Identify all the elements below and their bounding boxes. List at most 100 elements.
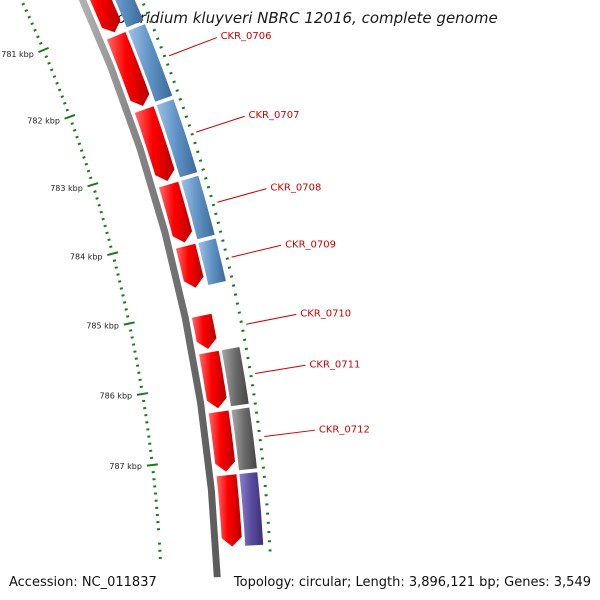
scale-minor-tick: [38, 41, 43, 45]
label-leader-line: [255, 364, 306, 375]
scale-label: 785 kbp: [86, 322, 119, 331]
scale-minor-tick: [117, 280, 122, 283]
scale-minor-tick: [112, 259, 117, 262]
outer-track-tick: [149, 20, 153, 24]
scale-minor-tick: [105, 231, 109, 235]
scale-major-tick: [146, 463, 158, 467]
outer-track-tick: [218, 230, 223, 234]
cog-bar-ckr_0713: [239, 472, 264, 546]
gene-label-ckr_0710: CKR_0710: [300, 309, 351, 320]
scale-minor-tick: [122, 301, 127, 304]
outer-track-tick: [214, 212, 218, 216]
scale-minor-tick: [72, 128, 77, 132]
outer-track-tick: [235, 302, 240, 305]
scale-label: 781 kbp: [1, 50, 34, 59]
scale-minor-tick: [101, 217, 105, 221]
scale-label: 786 kbp: [100, 392, 133, 401]
outer-track-tick: [206, 185, 211, 189]
scale-minor-tick: [49, 68, 54, 72]
gene-arrow-ckr_0713: [216, 474, 242, 547]
outer-track-tick: [169, 71, 173, 75]
outer-track-tick: [165, 63, 170, 67]
scale-minor-tick: [129, 329, 133, 332]
scale-minor-tick: [79, 149, 84, 153]
cog-bar-ckr_0708: [181, 175, 215, 240]
gene-arrow-ckr_0705: [90, 0, 121, 33]
scale-major-tick: [64, 113, 76, 120]
scale-minor-tick: [95, 197, 99, 200]
scale-label: 787 kbp: [109, 462, 142, 471]
scale-major-tick: [87, 182, 99, 188]
genome-stats-text: Topology: circular; Length: 3,896,121 bp…: [233, 575, 591, 590]
outer-track-tick: [223, 248, 227, 251]
outer-track-tick: [231, 284, 236, 287]
scale-minor-tick: [84, 162, 88, 166]
outer-track-tick: [155, 37, 160, 41]
scale-minor-tick: [130, 336, 134, 339]
outer-track-tick: [159, 45, 163, 49]
scale-minor-tick: [109, 245, 113, 249]
outer-track-tick: [244, 347, 248, 351]
gene-label-ckr_0707: CKR_0707: [249, 110, 300, 121]
scale-label: 784 kbp: [70, 252, 103, 261]
accession-text: Accession: NC_011837: [9, 575, 157, 590]
label-leader-line: [217, 188, 267, 203]
gene-label-ckr_0712: CKR_0712: [319, 425, 370, 436]
scale-major-tick: [38, 46, 49, 54]
scale-minor-tick: [70, 122, 74, 125]
scale-minor-tick: [114, 266, 118, 269]
label-leader-line: [196, 115, 245, 133]
outer-track-tick: [162, 54, 167, 58]
scale-minor-tick: [126, 315, 130, 318]
scale-major-tick: [107, 251, 119, 257]
cog-bar-ckr_0707: [156, 99, 198, 178]
cog-bar-ckr_0711: [221, 347, 249, 407]
scale-minor-tick: [107, 238, 111, 242]
scale-minor-tick: [65, 108, 70, 112]
outer-track-tick: [229, 275, 234, 278]
outer-track-tick: [141, 3, 146, 7]
gene-label-ckr_0709: CKR_0709: [285, 239, 336, 250]
outer-track-tick: [145, 11, 150, 15]
outer-track-tick: [211, 203, 216, 207]
label-leader-line: [246, 313, 297, 325]
outer-track-tick: [243, 338, 247, 342]
scale-minor-tick: [137, 371, 141, 374]
scale-minor-tick: [27, 15, 32, 19]
cog-bar-ckr_0712: [231, 407, 257, 471]
scale-major-tick: [136, 392, 149, 396]
outer-track-tick: [172, 80, 176, 84]
scale-minor-tick: [86, 169, 91, 173]
outer-track-tick: [175, 89, 180, 92]
outer-track-tick: [152, 28, 157, 32]
scale-minor-tick: [63, 101, 67, 105]
scale-minor-tick: [52, 75, 57, 79]
outer-track-tick: [241, 329, 245, 333]
scale-minor-tick: [60, 95, 64, 99]
gene-label-ckr_0708: CKR_0708: [270, 183, 321, 194]
scale-minor-tick: [138, 378, 142, 382]
scale-minor-tick: [21, 2, 26, 6]
outer-track-tick: [233, 293, 238, 296]
scale-minor-tick: [121, 294, 125, 297]
scale-minor-tick: [24, 9, 29, 13]
gene-arrow-ckr_0711: [199, 350, 227, 409]
outer-track-tick: [227, 266, 232, 269]
outer-track-tick: [216, 221, 220, 225]
outer-track-tick: [239, 320, 243, 323]
outer-track-tick: [221, 239, 225, 242]
cog-bar-ckr_0705: [115, 0, 144, 28]
scale-minor-tick: [44, 55, 49, 59]
scale-minor-tick: [88, 176, 93, 180]
label-leader-line: [169, 37, 218, 57]
outer-track-tick: [204, 176, 208, 180]
gene-label-ckr_0711: CKR_0711: [309, 360, 360, 371]
outer-track-tick: [193, 141, 197, 145]
outer-track-tick: [178, 97, 183, 101]
outer-track-tick: [209, 194, 213, 198]
outer-track-tick: [237, 311, 242, 314]
scale-minor-tick: [99, 210, 103, 214]
gene-arrow-ckr_0706: [106, 32, 150, 106]
scale-minor-tick: [36, 35, 40, 39]
